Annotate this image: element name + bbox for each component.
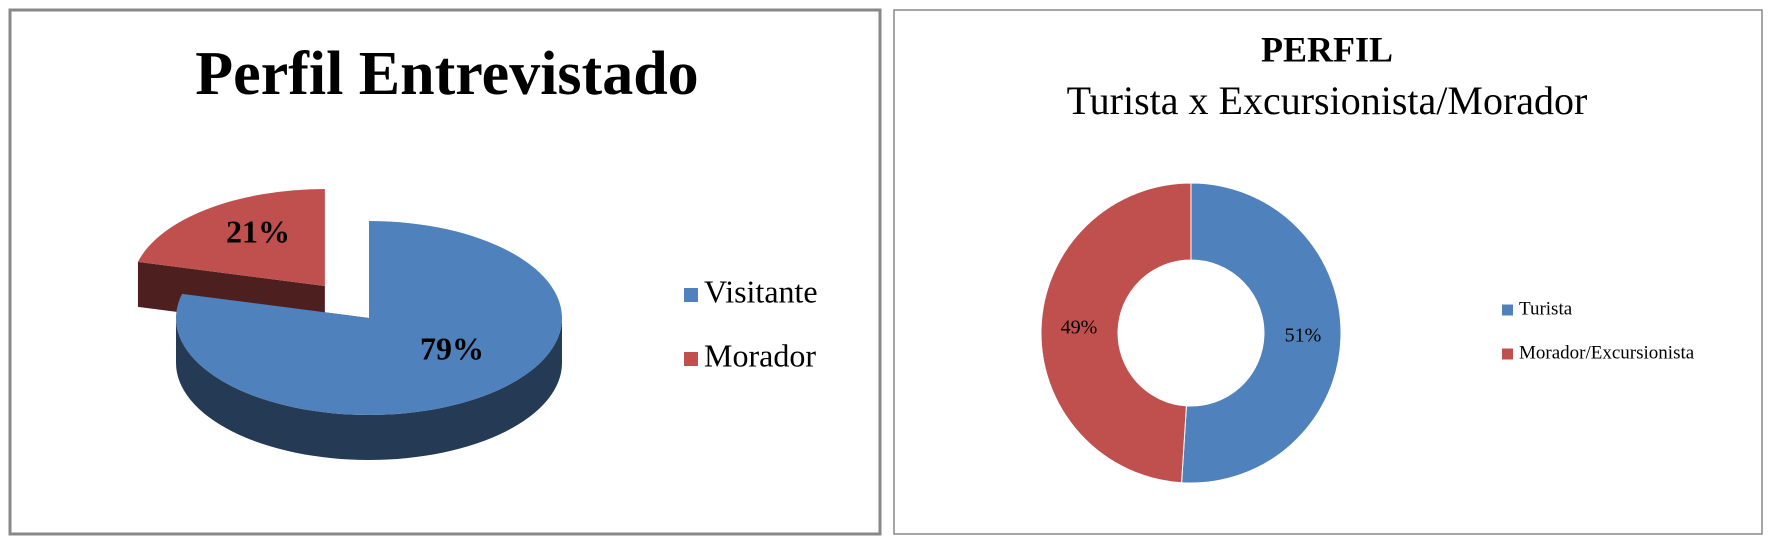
legend-swatch (684, 288, 698, 302)
pie-slice-side (176, 318, 562, 460)
chart-title: Perfil Entrevistado (195, 40, 698, 108)
data-label: 49% (1061, 317, 1098, 339)
chart-subtitle: Turista x Excursionista/Morador (1067, 78, 1588, 123)
legend-label: Turista (1519, 298, 1573, 319)
pie-slice (137, 188, 325, 286)
legend-label: Morador/Excursionista (1519, 342, 1695, 363)
legend-swatch (684, 352, 698, 366)
donut-slice (1181, 182, 1342, 484)
donut-slice (1040, 182, 1192, 484)
legend-swatch (1502, 304, 1513, 316)
data-label: 21% (226, 213, 290, 249)
legend-swatch (1502, 348, 1513, 360)
pie-slice (176, 221, 562, 415)
chart-title: PERFIL (1261, 29, 1393, 69)
legend-label: Morador (704, 337, 816, 373)
data-label: 79% (420, 330, 484, 366)
data-label: 51% (1285, 325, 1322, 347)
legend-label: Visitante (704, 273, 818, 309)
